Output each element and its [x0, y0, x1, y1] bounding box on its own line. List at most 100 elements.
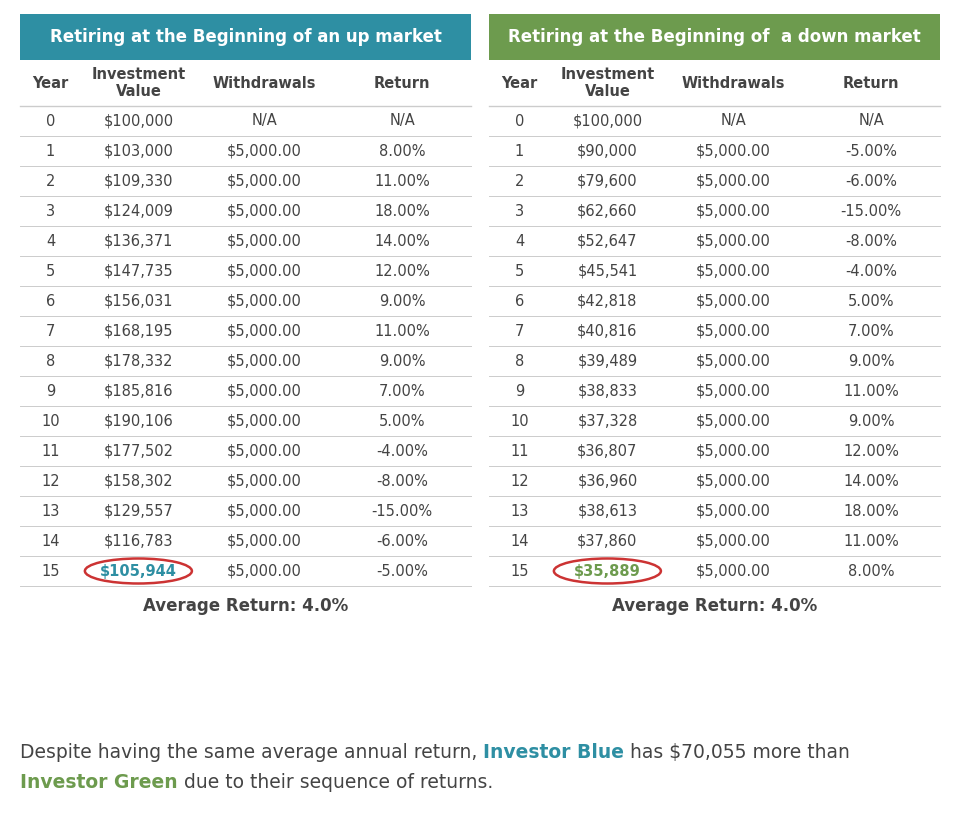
Text: 4: 4 [515, 233, 524, 248]
Text: $42,818: $42,818 [577, 293, 637, 308]
Text: $5,000.00: $5,000.00 [228, 204, 302, 219]
Text: N/A: N/A [390, 113, 415, 128]
Text: $5,000.00: $5,000.00 [696, 564, 771, 579]
Text: Return: Return [374, 76, 430, 90]
Text: 15: 15 [41, 564, 60, 579]
Text: $147,735: $147,735 [104, 264, 173, 279]
Text: 8.00%: 8.00% [379, 144, 425, 159]
Text: 7: 7 [46, 324, 55, 339]
Text: N/A: N/A [252, 113, 277, 128]
Text: -8.00%: -8.00% [376, 473, 428, 488]
Text: 1: 1 [46, 144, 55, 159]
Text: $90,000: $90,000 [577, 144, 637, 159]
Text: $100,000: $100,000 [104, 113, 174, 128]
Text: $124,009: $124,009 [104, 204, 174, 219]
Text: Withdrawals: Withdrawals [682, 76, 785, 90]
Text: $5,000.00: $5,000.00 [696, 473, 771, 488]
Text: $5,000.00: $5,000.00 [696, 353, 771, 368]
Text: $109,330: $109,330 [104, 173, 173, 188]
Text: $62,660: $62,660 [577, 204, 637, 219]
Text: 7: 7 [515, 324, 524, 339]
Text: 12.00%: 12.00% [843, 444, 900, 459]
Text: 5.00%: 5.00% [379, 413, 425, 428]
FancyBboxPatch shape [489, 106, 940, 136]
Text: Retiring at the Beginning of  a down market: Retiring at the Beginning of a down mark… [508, 28, 921, 46]
Text: 6: 6 [515, 293, 524, 308]
Text: $5,000.00: $5,000.00 [696, 324, 771, 339]
Text: $5,000.00: $5,000.00 [696, 144, 771, 159]
FancyBboxPatch shape [20, 14, 471, 60]
FancyBboxPatch shape [489, 286, 940, 316]
FancyBboxPatch shape [489, 316, 940, 346]
Text: -6.00%: -6.00% [846, 173, 898, 188]
Text: $5,000.00: $5,000.00 [696, 384, 771, 399]
Text: 12: 12 [41, 473, 60, 488]
Text: 11.00%: 11.00% [843, 533, 900, 548]
Text: 5: 5 [46, 264, 55, 279]
Text: $156,031: $156,031 [104, 293, 173, 308]
Text: 11: 11 [510, 444, 529, 459]
Text: Investor Green: Investor Green [20, 773, 178, 792]
Text: has $70,055 more than: has $70,055 more than [624, 742, 851, 761]
Text: $5,000.00: $5,000.00 [228, 293, 302, 308]
Text: $5,000.00: $5,000.00 [228, 564, 302, 579]
Text: $5,000.00: $5,000.00 [696, 233, 771, 248]
Text: 10: 10 [41, 413, 60, 428]
Text: 9: 9 [515, 384, 524, 399]
Text: -15.00%: -15.00% [841, 204, 901, 219]
Text: $45,541: $45,541 [577, 264, 637, 279]
FancyBboxPatch shape [489, 526, 940, 556]
Text: 1: 1 [515, 144, 524, 159]
Text: $168,195: $168,195 [104, 324, 173, 339]
FancyBboxPatch shape [20, 196, 471, 226]
Text: 12.00%: 12.00% [374, 264, 430, 279]
Text: 7.00%: 7.00% [379, 384, 425, 399]
Text: 2: 2 [46, 173, 55, 188]
FancyBboxPatch shape [20, 60, 471, 106]
FancyBboxPatch shape [20, 226, 471, 256]
Text: 18.00%: 18.00% [374, 204, 430, 219]
Text: 13: 13 [41, 504, 60, 519]
Text: $35,889: $35,889 [574, 564, 640, 579]
FancyBboxPatch shape [20, 496, 471, 526]
FancyBboxPatch shape [489, 376, 940, 406]
Text: N/A: N/A [858, 113, 884, 128]
Text: $38,833: $38,833 [578, 384, 637, 399]
FancyBboxPatch shape [20, 376, 471, 406]
Text: 0: 0 [515, 113, 524, 128]
Text: 2: 2 [515, 173, 524, 188]
Text: 9.00%: 9.00% [379, 353, 425, 368]
Text: 10: 10 [510, 413, 529, 428]
Text: 5: 5 [515, 264, 524, 279]
FancyBboxPatch shape [489, 496, 940, 526]
Text: -4.00%: -4.00% [846, 264, 898, 279]
FancyBboxPatch shape [20, 256, 471, 286]
FancyBboxPatch shape [489, 60, 940, 106]
Text: $5,000.00: $5,000.00 [228, 144, 302, 159]
Text: $39,489: $39,489 [577, 353, 637, 368]
Text: $5,000.00: $5,000.00 [228, 233, 302, 248]
FancyBboxPatch shape [489, 136, 940, 166]
Text: Investment
Value: Investment Value [91, 67, 185, 99]
Text: $5,000.00: $5,000.00 [696, 413, 771, 428]
Text: 6: 6 [46, 293, 55, 308]
Text: 14: 14 [510, 533, 529, 548]
Text: Average Return: 4.0%: Average Return: 4.0% [612, 597, 817, 615]
Text: 11.00%: 11.00% [843, 384, 900, 399]
Text: $105,944: $105,944 [100, 564, 177, 579]
Text: 11: 11 [41, 444, 60, 459]
Text: $5,000.00: $5,000.00 [696, 533, 771, 548]
Text: $52,647: $52,647 [577, 233, 637, 248]
Text: 4: 4 [46, 233, 55, 248]
Text: $5,000.00: $5,000.00 [228, 504, 302, 519]
Text: $103,000: $103,000 [104, 144, 174, 159]
FancyBboxPatch shape [489, 556, 940, 586]
Text: $5,000.00: $5,000.00 [228, 173, 302, 188]
Text: Withdrawals: Withdrawals [213, 76, 317, 90]
Text: 14.00%: 14.00% [843, 473, 900, 488]
FancyBboxPatch shape [489, 166, 940, 196]
Text: Despite having the same average annual return,: Despite having the same average annual r… [20, 742, 484, 761]
Text: 8: 8 [515, 353, 524, 368]
Text: Investment
Value: Investment Value [561, 67, 655, 99]
Text: $79,600: $79,600 [577, 173, 637, 188]
